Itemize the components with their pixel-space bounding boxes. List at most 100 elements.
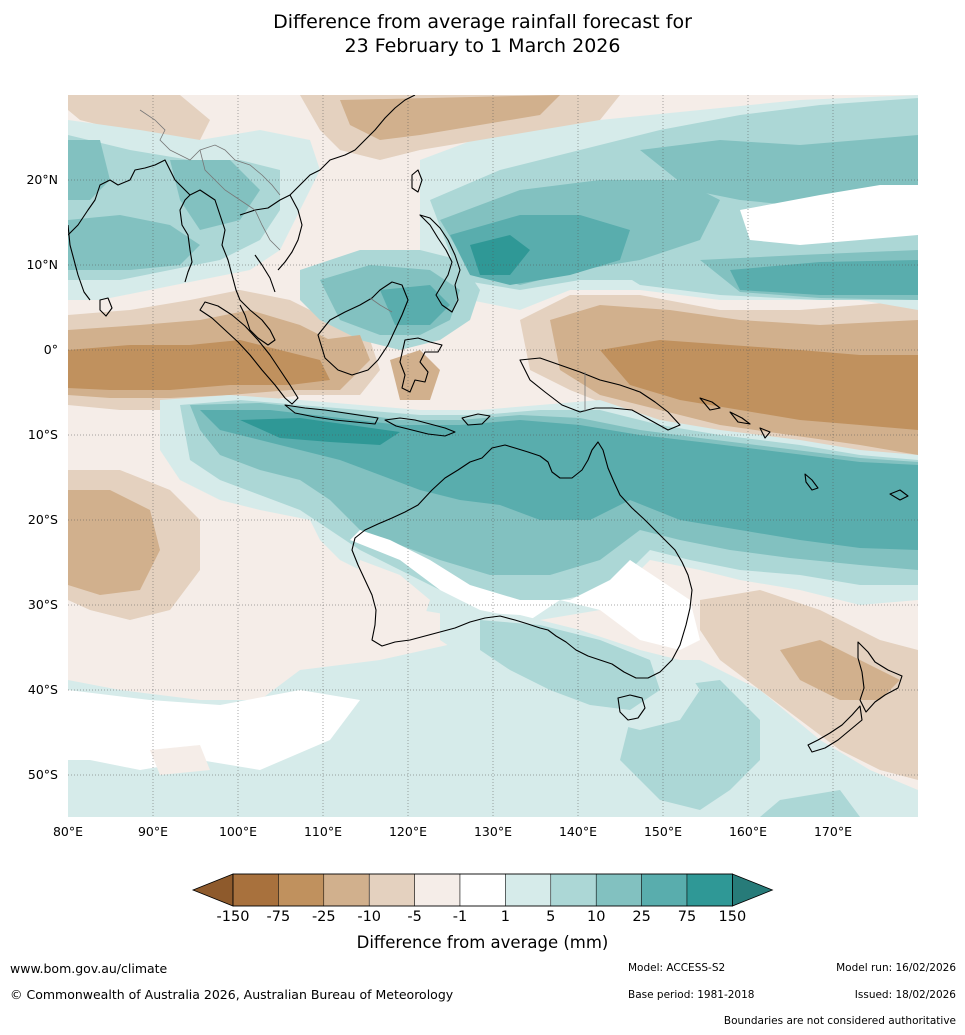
country-boundaries: [139, 109, 586, 412]
colorbar-extend-low: [191, 873, 234, 907]
gridlines: [68, 95, 918, 817]
coast-tasmania: [617, 694, 646, 721]
coast-vietnam-south: [277, 194, 303, 271]
issued-date: Issued: 18/02/2026: [854, 989, 956, 1001]
colorbar-tick-label: -25: [312, 909, 336, 925]
anomaly-java-dark: [200, 410, 918, 550]
coast-sulawesi: [399, 337, 443, 393]
lat-tick: 50°S: [28, 767, 58, 782]
coast-new-zealand-south: [807, 705, 863, 753]
anomaly-nw-brown: [68, 95, 210, 140]
anomaly-npac-teal-2: [640, 135, 918, 205]
colorbar-swatch: [595, 873, 642, 907]
anomaly-npac-white: [740, 185, 918, 245]
colorbar-tick-label: 5: [546, 909, 555, 925]
anomaly-south-mid-2: [760, 790, 860, 817]
map-field: [68, 95, 918, 817]
colorbar: -150 -75 -25 -10 -5 -1 1 5 10 25 75 150: [191, 873, 774, 925]
lat-tick: 40°S: [28, 682, 58, 697]
lon-tick: 110°E: [304, 824, 342, 839]
colorbar-swatch: [550, 873, 597, 907]
anomaly-java-darkest: [240, 418, 400, 445]
anomaly-tasman-brown: [700, 590, 918, 780]
anomaly-wa-brown: [350, 560, 430, 640]
coast-se-asia: [189, 189, 276, 346]
title-line-2: 23 February to 1 March 2026: [344, 35, 621, 57]
coast-borneo: [317, 281, 409, 376]
map-title: Difference from average rainfall forecas…: [0, 10, 965, 58]
model-name: Model: ACCESS-S2: [628, 962, 726, 974]
lat-tick: 10°N: [26, 257, 58, 272]
anomaly-npac-dark-east: [730, 260, 918, 295]
coast-timor: [461, 413, 491, 426]
colorbar-tick-label: 25: [632, 909, 650, 925]
colorbar-title: Difference from average (mm): [356, 933, 609, 952]
anomaly-sa-mid: [480, 620, 660, 710]
anomaly-eq-west-dark: [68, 340, 330, 390]
coast-sri-lanka: [99, 297, 113, 317]
coast-india-west: [68, 224, 91, 301]
website-link[interactable]: www.bom.gov.au/climate: [10, 961, 168, 976]
lon-tick: 170°E: [814, 824, 852, 839]
copyright-notice: © Commonwealth of Australia 2026, Austra…: [10, 987, 454, 1002]
lon-tick: 130°E: [474, 824, 512, 839]
lat-tick: 20°S: [28, 512, 58, 527]
anomaly-indian-brown-2: [68, 490, 160, 595]
colorbar-outline: [232, 873, 733, 907]
lon-tick: 140°E: [559, 824, 597, 839]
coast-sumatra: [199, 301, 299, 405]
colorbar-swatch: [232, 873, 279, 907]
lon-tick: 80°E: [53, 824, 83, 839]
colorbar-tick-label: 75: [678, 909, 696, 925]
lat-tick: 0°: [44, 342, 58, 357]
colorbar-swatch: [323, 873, 370, 907]
anomaly-china-brown-dark: [340, 95, 560, 140]
lat-tick-labels: 20°N 10°N 0° 10°S 20°S 30°S 40°S 50°S: [26, 172, 58, 782]
coast-new-zealand-north: [857, 641, 903, 713]
colorbar-tick-label: 1: [501, 909, 510, 925]
colorbar-swatch: [641, 873, 688, 907]
coast-fiji: [889, 489, 909, 501]
coast-india: [68, 159, 193, 283]
colorbar-tick-label: -75: [267, 909, 291, 925]
coast-lesser-sunda: [384, 417, 456, 437]
anomaly-eq-east-dark: [600, 340, 918, 430]
lon-tick: 160°E: [729, 824, 767, 839]
colorbar-swatch: [414, 873, 461, 907]
anomaly-wa-white: [350, 530, 700, 650]
coast-taiwan: [411, 169, 423, 193]
anomaly-india-teal: [68, 215, 200, 270]
coast-philippines: [419, 214, 461, 313]
coast-indochina: [239, 95, 416, 216]
anomaly-south-white: [68, 690, 360, 770]
base-period: Base period: 1981-2018: [628, 989, 755, 1001]
colorbar-swatch: [459, 873, 506, 907]
model-run-date: Model run: 16/02/2026: [836, 962, 956, 974]
colorbar-swatch: [505, 873, 552, 907]
coastlines: [68, 95, 909, 753]
coast-java: [284, 404, 379, 425]
colorbar-tick-label: 150: [719, 909, 747, 925]
lat-tick: 20°N: [26, 172, 58, 187]
colorbar-tick-label: -150: [217, 909, 250, 925]
coast-gulf-thailand: [254, 254, 276, 293]
colorbar-swatch: [686, 873, 733, 907]
colorbar-tick-label: 10: [587, 909, 605, 925]
lat-tick: 10°S: [28, 427, 58, 442]
coast-australia: [351, 441, 693, 679]
lon-tick: 100°E: [219, 824, 257, 839]
lon-tick: 150°E: [644, 824, 682, 839]
anomaly-tasman-brown-2: [780, 640, 900, 700]
lon-tick-labels: 80°E 90°E 100°E 110°E 120°E 130°E 140°E …: [53, 824, 852, 839]
coast-new-caledonia: [804, 473, 819, 491]
title-line-1: Difference from average rainfall forecas…: [273, 11, 692, 33]
coast-new-guinea: [519, 357, 681, 431]
coast-solomons: [699, 397, 771, 439]
colorbar-extend-high: [732, 873, 774, 907]
colorbar-tick-label: -5: [407, 909, 421, 925]
anomaly-borneo-dark: [380, 285, 450, 325]
colorbar-tick-label: -1: [453, 909, 467, 925]
lat-tick: 30°S: [28, 597, 58, 612]
anomaly-bengal-teal: [170, 160, 260, 230]
